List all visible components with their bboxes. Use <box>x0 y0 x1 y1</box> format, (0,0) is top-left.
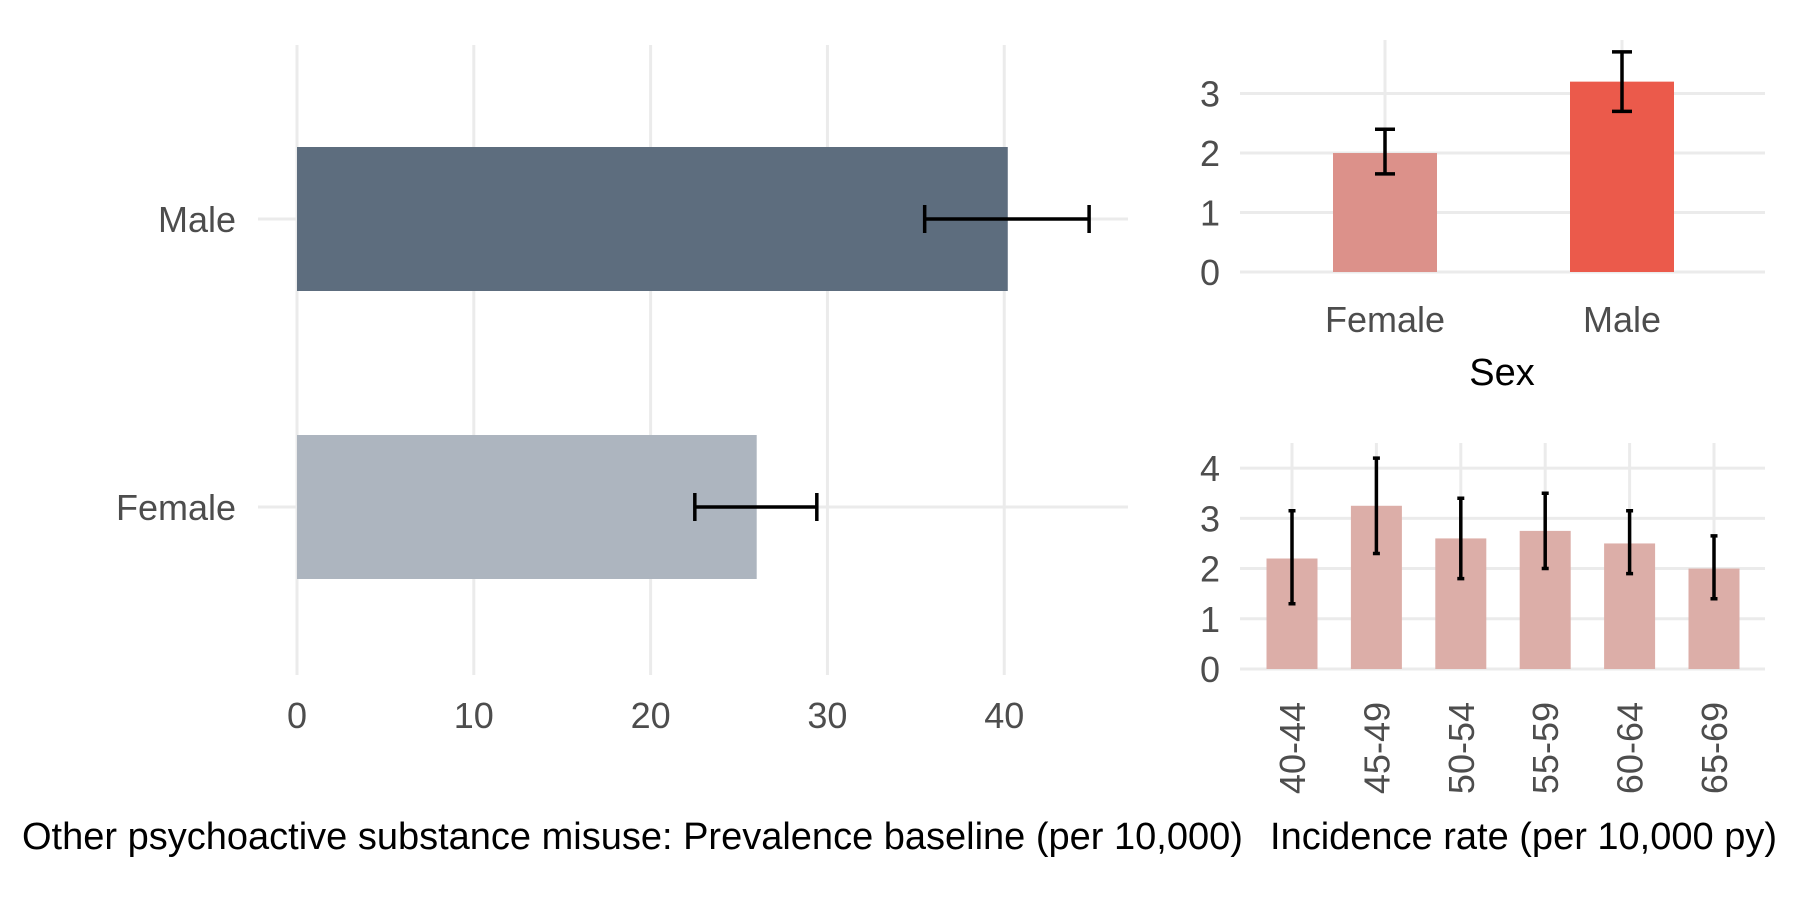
x-tick-label: 20 <box>631 695 671 736</box>
x-tick-label: 55-59 <box>1525 702 1566 794</box>
bar-male <box>297 147 1008 291</box>
y-tick-label: 2 <box>1200 549 1220 590</box>
y-tick-label: 3 <box>1200 498 1220 539</box>
x-axis-title: Sex <box>1469 352 1534 394</box>
x-tick-label: Female <box>1325 299 1445 340</box>
error-bar-female <box>693 493 819 521</box>
error-bar-age-55-59 <box>1541 491 1549 571</box>
y-tick-label: Male <box>158 199 236 240</box>
x-tick-label: 45-49 <box>1356 702 1397 794</box>
error-bar-age-50-54 <box>1457 496 1465 581</box>
x-tick-label: 50-54 <box>1441 702 1482 794</box>
y-tick-label: 2 <box>1200 133 1220 174</box>
x-tick-label: 30 <box>807 695 847 736</box>
bar-male <box>1570 81 1674 273</box>
x-axis-title: Other psychoactive substance misuse: Pre… <box>22 816 1243 858</box>
y-tick-label: 4 <box>1200 448 1220 489</box>
error-bar-male <box>1612 50 1632 114</box>
x-tick-label: 40 <box>984 695 1024 736</box>
x-tick-label: 65-69 <box>1694 702 1735 794</box>
x-tick-label: 0 <box>287 695 307 736</box>
y-tick-label: 3 <box>1200 74 1220 115</box>
x-tick-label: 60-64 <box>1610 702 1651 794</box>
error-bar-male <box>922 205 1091 233</box>
y-tick-label: Female <box>116 487 236 528</box>
error-bar-age-60-64 <box>1626 509 1634 576</box>
y-tick-label: 1 <box>1200 193 1220 234</box>
error-bar-age-40-44 <box>1288 509 1296 606</box>
x-axis-title: Incidence rate (per 10,000 py) <box>1270 816 1777 858</box>
y-tick-label: 0 <box>1200 649 1220 690</box>
y-tick-label: 0 <box>1200 252 1220 293</box>
error-bar-female <box>1375 127 1395 176</box>
error-bar-age-45-49 <box>1372 456 1380 556</box>
error-bar-age-65-69 <box>1710 534 1718 601</box>
x-tick-label: 40-44 <box>1272 702 1313 794</box>
y-tick-label: 1 <box>1200 599 1220 640</box>
x-tick-label: 10 <box>454 695 494 736</box>
bar-female <box>297 435 757 579</box>
x-tick-label: Male <box>1583 299 1661 340</box>
